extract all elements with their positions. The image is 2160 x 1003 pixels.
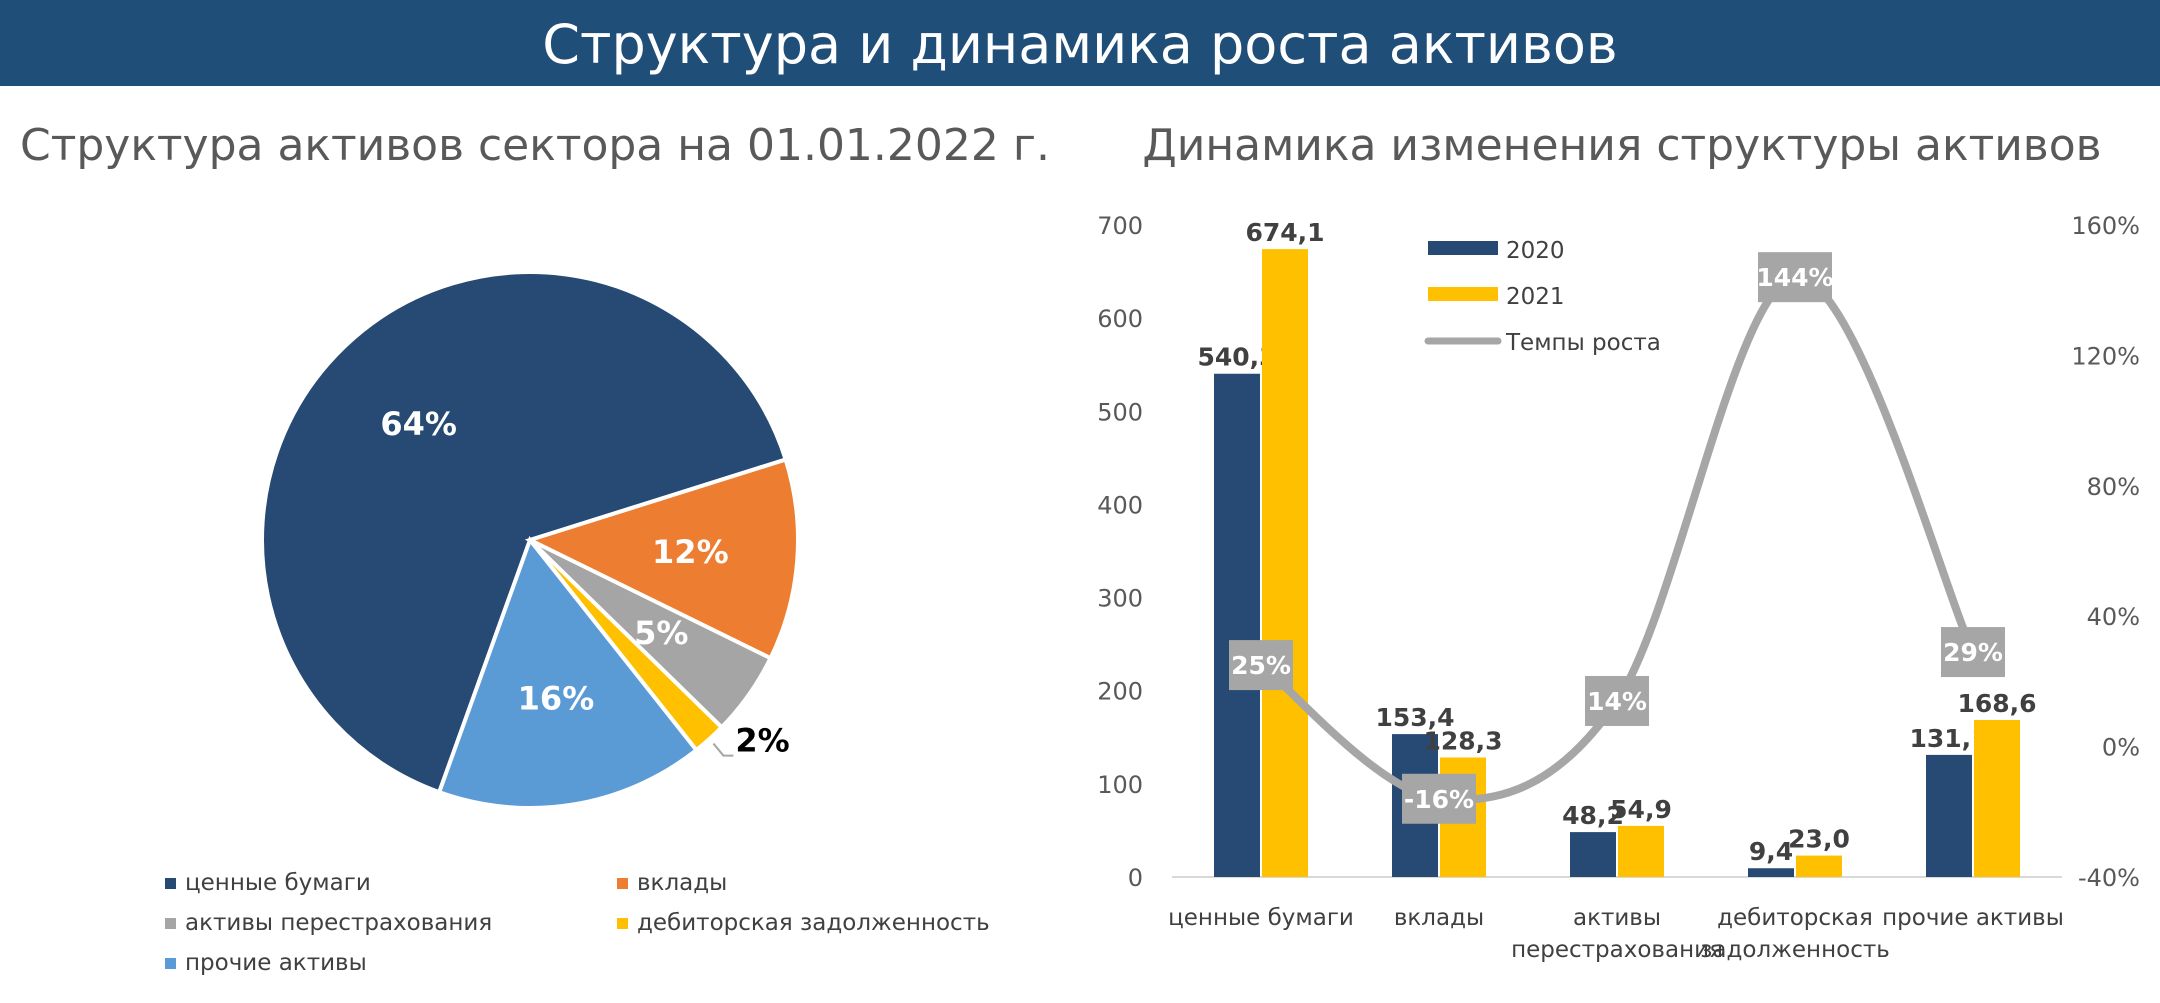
y-tick-label: 500 [1097, 398, 1143, 426]
legend-label: ценные бумаги [185, 870, 371, 896]
y2-tick-label: 160% [2071, 212, 2140, 240]
growth-rate-label: 144% [1756, 263, 1833, 292]
legend-label: вклады [637, 870, 727, 896]
pie-slice-0 [260, 270, 789, 795]
growth-rate-label: 14% [1587, 687, 1647, 716]
bar-value-label: 153,4 [1375, 703, 1454, 732]
legend-swatch [617, 918, 628, 929]
bar-2020-3 [1748, 868, 1794, 877]
pie-label: 12% [652, 533, 729, 571]
growth-label-box [1758, 252, 1832, 303]
bar-value-label: 128,3 [1423, 726, 1502, 755]
pie-slice-4 [436, 535, 700, 810]
legend-swatch-2021 [1428, 287, 1498, 301]
y-tick-label: 700 [1097, 212, 1143, 240]
title-banner: Структура и динамика роста активов [0, 0, 2160, 86]
pie-label: 2% [735, 722, 789, 760]
legend-swatch [165, 918, 176, 929]
bar-value-label: 48,2 [1562, 801, 1624, 830]
y2-tick-label: 120% [2071, 342, 2140, 370]
growth-rate-label: 25% [1231, 651, 1291, 680]
x-category-label: ценные бумаги [1168, 905, 1354, 931]
legend-label: прочие активы [185, 950, 367, 976]
pie-label: 64% [380, 405, 457, 443]
bar-value-label: 9,4 [1749, 837, 1793, 866]
y-tick-label: 300 [1097, 585, 1143, 613]
y-tick-label: 200 [1097, 678, 1143, 706]
y-tick-label: 400 [1097, 491, 1143, 519]
legend-swatch [165, 878, 176, 889]
bar-chart-title: Динамика изменения структуры активов [1142, 120, 2101, 171]
growth-rate-label: 29% [1943, 638, 2003, 667]
pie-label: 16% [518, 680, 595, 718]
y2-tick-label: 0% [2102, 734, 2140, 762]
y-tick-label: 600 [1097, 305, 1143, 333]
x-category-label: активы перестрахования [1511, 905, 1723, 963]
x-category-label: дебиторская задолженность [1700, 905, 1890, 963]
legend-swatch [617, 878, 628, 889]
bar-2020-0 [1214, 373, 1260, 877]
pie-chart-title: Структура активов сектора на 01.01.2022 … [20, 120, 1050, 171]
pie-chart: 64% 12% 5% 2% 16% [260, 270, 800, 810]
pie-leader-line [712, 742, 734, 757]
growth-label-box [1585, 675, 1649, 726]
legend-swatch-2020 [1428, 241, 1498, 255]
pie-legend: ценные бумаги вклады активы перестраховани… [165, 870, 990, 976]
bar-value-label: 168,6 [1957, 689, 2036, 718]
bar-2021-2 [1618, 825, 1664, 877]
bar-2020-2 [1570, 832, 1616, 877]
growth-label-box [1229, 640, 1293, 691]
bar-chart: 0 100 200 300 400 500 600 700 -40% 0% 40% 80% 120% 16… [1097, 212, 2140, 963]
x-category-label: вклады [1394, 905, 1484, 931]
legend-label-growth: Темпы роста [1505, 330, 1661, 356]
bar-2021-3 [1796, 855, 1842, 877]
y-tick-label: 0 [1128, 864, 1143, 892]
legend-label-2020: 2020 [1506, 238, 1565, 264]
growth-rate-label: -16% [1404, 785, 1474, 814]
bar-2020-4 [1926, 754, 1972, 877]
legend-label: активы перестрахования [185, 910, 492, 936]
page-title: Структура и динамика роста активов [542, 13, 1618, 76]
legend-label-2021: 2021 [1506, 284, 1565, 310]
y2-tick-label: -40% [2078, 864, 2140, 892]
bar-value-label: 54,9 [1610, 795, 1672, 824]
legend-swatch [165, 958, 176, 969]
x-category-label: прочие активы [1882, 905, 2064, 931]
pie-label: 5% [634, 614, 688, 652]
pie-slice-1 [524, 457, 800, 661]
bar-value-label: 674,1 [1245, 218, 1324, 247]
legend-label: дебиторская задолженность [637, 910, 990, 936]
growth-label-box [1402, 773, 1476, 824]
y2-tick-label: 80% [2087, 473, 2140, 501]
bar-2021-0 [1262, 249, 1308, 877]
y-tick-label: 100 [1097, 771, 1143, 799]
y2-tick-label: 40% [2087, 603, 2140, 631]
growth-label-box [1941, 627, 2005, 678]
bar-value-label: 23,0 [1788, 825, 1850, 854]
bar-2021-4 [1974, 719, 2020, 877]
